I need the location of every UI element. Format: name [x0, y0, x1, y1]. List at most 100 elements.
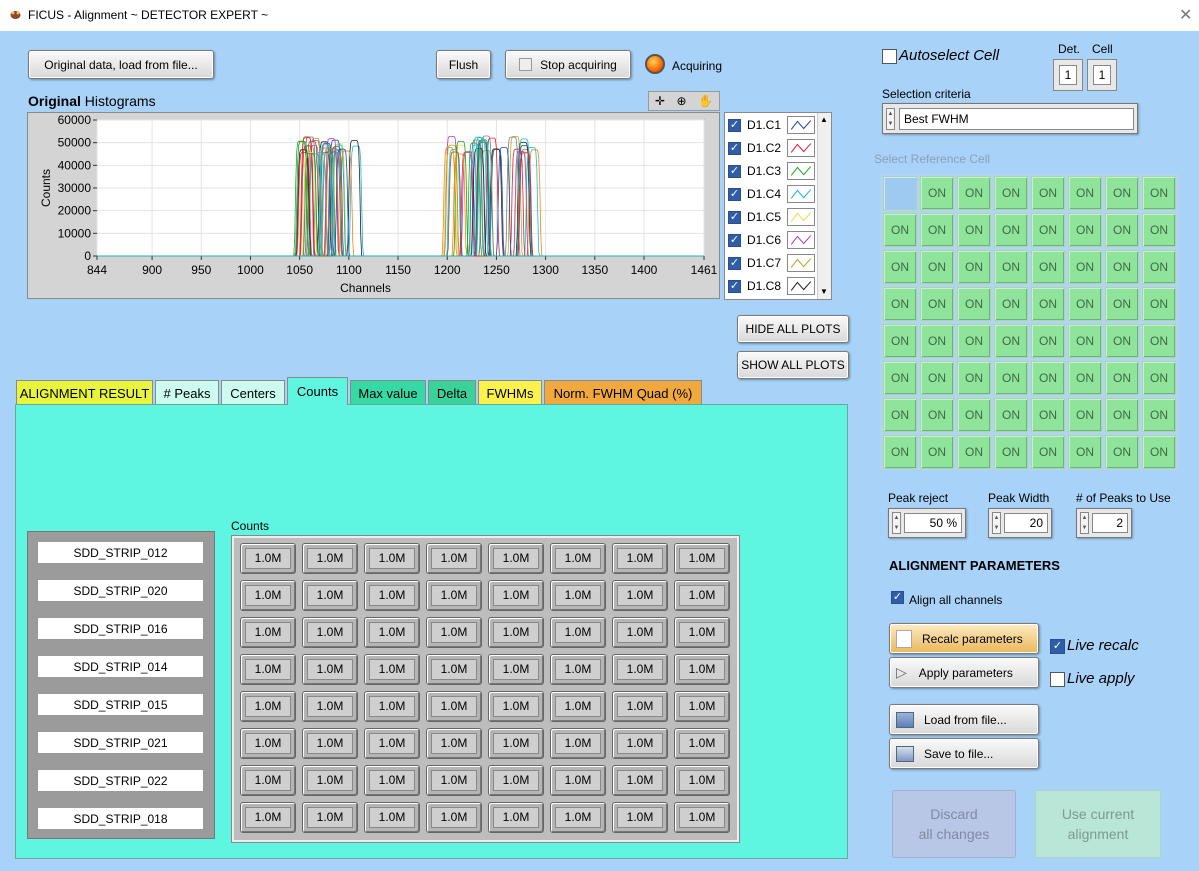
legend-item[interactable]: ✓ D1.C3: [728, 161, 815, 181]
reference-cell[interactable]: ON: [957, 287, 991, 321]
pan-icon[interactable]: ✋: [698, 94, 714, 108]
load-from-file-button[interactable]: Load from file...: [889, 704, 1039, 735]
legend-item[interactable]: ✓ D1.C4: [728, 184, 815, 204]
peak-width-control[interactable]: ▲ ▼ 20: [988, 508, 1052, 538]
reference-cell[interactable]: ON: [1142, 361, 1176, 395]
reference-cell[interactable]: ON: [1031, 176, 1065, 210]
reference-cell[interactable]: ON: [994, 287, 1028, 321]
reference-cell[interactable]: ON: [1142, 287, 1176, 321]
reference-cell[interactable]: ON: [1068, 250, 1102, 284]
legend-checkbox[interactable]: ✓: [728, 118, 741, 132]
legend-item[interactable]: ✓ D1.C1: [728, 115, 815, 135]
reference-cell[interactable]: ON: [1105, 361, 1139, 395]
reference-cell[interactable]: ON: [1105, 213, 1139, 247]
selection-criteria-select[interactable]: ▲ ▼ Best FWHM: [882, 103, 1138, 134]
reference-cell[interactable]: ON: [994, 324, 1028, 358]
save-to-file-button[interactable]: Save to file...: [889, 738, 1039, 769]
align-all-checkbox[interactable]: ✓: [891, 591, 904, 604]
reference-cell[interactable]: ON: [957, 324, 991, 358]
close-icon[interactable]: ✕: [1179, 7, 1193, 24]
legend-checkbox[interactable]: ✓: [728, 210, 741, 224]
reference-cell[interactable]: ON: [1068, 361, 1102, 395]
selection-spin-icon[interactable]: ▲ ▼: [886, 107, 895, 130]
reference-cell[interactable]: ON: [883, 324, 917, 358]
reference-cell[interactable]: ON: [1068, 435, 1102, 469]
reference-cell[interactable]: ON: [920, 435, 954, 469]
scroll-up-icon[interactable]: ▲: [820, 115, 828, 124]
legend-checkbox[interactable]: ✓: [728, 256, 741, 270]
reference-cell[interactable]: ON: [994, 361, 1028, 395]
reference-cell[interactable]: ON: [920, 250, 954, 284]
reference-cell[interactable]: ON: [1031, 287, 1065, 321]
reference-cell[interactable]: ON: [920, 398, 954, 432]
peak-width-value[interactable]: 20: [1004, 513, 1048, 533]
cell-control[interactable]: 1: [1087, 59, 1117, 91]
reference-cell[interactable]: ON: [1031, 324, 1065, 358]
tab-1[interactable]: # Peaks: [155, 380, 219, 405]
peaks-to-use-control[interactable]: ▲ ▼ 2: [1076, 508, 1132, 538]
reference-cell[interactable]: ON: [994, 250, 1028, 284]
recalc-parameters-button[interactable]: Recalc parameters: [889, 623, 1039, 654]
reference-cell[interactable]: ON: [920, 287, 954, 321]
reference-cell[interactable]: ON: [1105, 324, 1139, 358]
reference-cell[interactable]: ON: [1031, 213, 1065, 247]
tab-0[interactable]: ALIGNMENT RESULT: [16, 380, 153, 405]
peak-reject-spin-icon[interactable]: ▲ ▼: [892, 512, 901, 534]
live-recalc-checkbox[interactable]: ✓: [1050, 639, 1065, 654]
reference-cell[interactable]: ON: [1068, 213, 1102, 247]
autoselect-checkbox[interactable]: [882, 49, 897, 64]
stop-acquiring-button[interactable]: Stop acquiring: [505, 50, 631, 79]
reference-cell[interactable]: ON: [957, 213, 991, 247]
reference-cell[interactable]: ON: [1105, 176, 1139, 210]
cell-value[interactable]: 1: [1093, 65, 1111, 85]
legend-item[interactable]: ✓ D1.C8: [728, 276, 815, 296]
show-all-plots-button[interactable]: SHOW ALL PLOTS: [737, 351, 849, 379]
legend-checkbox[interactable]: ✓: [728, 141, 741, 155]
legend-checkbox[interactable]: ✓: [728, 233, 741, 247]
reference-cell[interactable]: ON: [883, 250, 917, 284]
det-value[interactable]: 1: [1059, 65, 1077, 85]
legend-checkbox[interactable]: ✓: [728, 164, 741, 178]
reference-cell[interactable]: ON: [920, 361, 954, 395]
reference-cell[interactable]: ON: [1068, 398, 1102, 432]
reference-cell[interactable]: ON: [883, 361, 917, 395]
reference-cell[interactable]: ON: [1068, 287, 1102, 321]
reference-cell[interactable]: ON: [1105, 287, 1139, 321]
reference-cell[interactable]: ON: [920, 176, 954, 210]
reference-cell[interactable]: ON: [1031, 361, 1065, 395]
reference-cell[interactable]: ON: [1142, 324, 1176, 358]
reference-cell[interactable]: ON: [1068, 324, 1102, 358]
tab-7[interactable]: Norm. FWHM Quad (%): [544, 380, 702, 405]
reference-cell[interactable]: ON: [1142, 250, 1176, 284]
reference-cell[interactable]: ON: [1142, 398, 1176, 432]
legend-item[interactable]: ✓ D1.C6: [728, 230, 815, 250]
scroll-down-icon[interactable]: ▼: [820, 287, 828, 296]
peak-width-spin-icon[interactable]: ▲ ▼: [992, 512, 1001, 534]
reference-cell[interactable]: ON: [957, 398, 991, 432]
selection-criteria-value[interactable]: Best FWHM: [899, 107, 1134, 130]
reference-cell[interactable]: ON: [1105, 250, 1139, 284]
reference-cell[interactable]: ON: [883, 398, 917, 432]
legend-item[interactable]: ✓ D1.C2: [728, 138, 815, 158]
reference-cell[interactable]: ON: [1142, 435, 1176, 469]
use-current-alignment-button[interactable]: Use current alignment: [1035, 790, 1161, 858]
zoom-icon[interactable]: ⊕: [676, 94, 687, 108]
live-apply-checkbox[interactable]: [1050, 672, 1065, 687]
reference-cell-selected[interactable]: [883, 176, 917, 210]
reference-cell[interactable]: ON: [883, 435, 917, 469]
reference-cell[interactable]: ON: [1142, 213, 1176, 247]
reference-cell[interactable]: ON: [1031, 435, 1065, 469]
reference-cell[interactable]: ON: [957, 361, 991, 395]
reference-cell[interactable]: ON: [1031, 250, 1065, 284]
legend-checkbox[interactable]: ✓: [728, 279, 741, 293]
reference-cell[interactable]: ON: [994, 176, 1028, 210]
hide-all-plots-button[interactable]: HIDE ALL PLOTS: [737, 315, 849, 343]
tab-5[interactable]: Delta: [428, 380, 476, 405]
load-original-button[interactable]: Original data, load from file...: [28, 50, 214, 79]
reference-cell[interactable]: ON: [920, 324, 954, 358]
reference-cell[interactable]: ON: [957, 176, 991, 210]
reference-cell[interactable]: ON: [1142, 176, 1176, 210]
reference-cell[interactable]: ON: [1031, 398, 1065, 432]
tab-4[interactable]: Max value: [350, 380, 426, 405]
reference-cell[interactable]: ON: [1105, 398, 1139, 432]
